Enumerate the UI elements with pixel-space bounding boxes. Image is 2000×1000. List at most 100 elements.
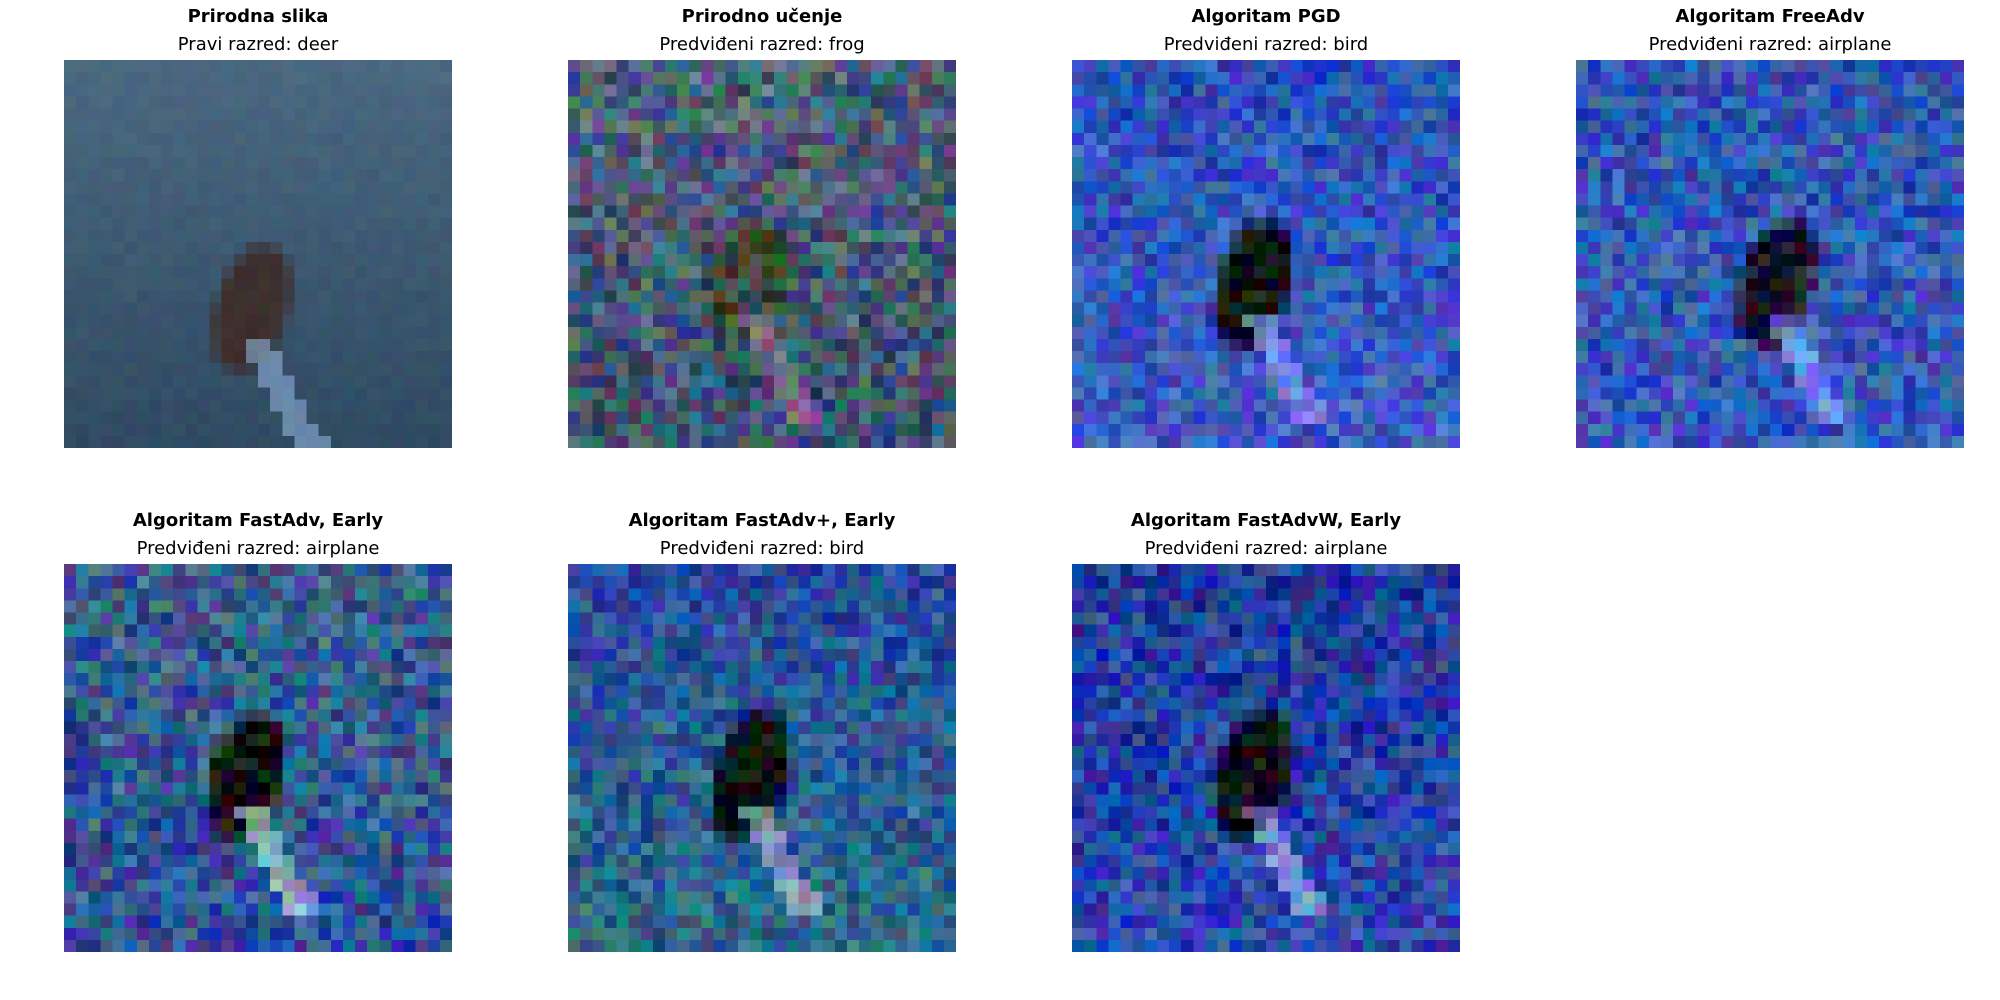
image-pixel bbox=[379, 697, 392, 710]
image-pixel bbox=[931, 338, 944, 351]
image-pixel bbox=[1326, 241, 1339, 254]
image-pixel bbox=[197, 84, 210, 97]
image-pixel bbox=[1818, 132, 1831, 145]
image-pixel bbox=[379, 157, 392, 170]
image-pixel bbox=[1915, 254, 1928, 267]
image-pixel bbox=[652, 84, 665, 97]
image-pixel bbox=[342, 387, 355, 400]
image-pixel bbox=[1818, 217, 1831, 230]
image-pixel bbox=[1915, 193, 1928, 206]
image-pixel bbox=[1144, 193, 1157, 206]
image-pixel bbox=[1217, 132, 1230, 145]
image-pixel bbox=[786, 363, 799, 376]
image-pixel bbox=[1132, 229, 1145, 242]
image-pixel bbox=[1266, 302, 1279, 315]
image-pixel bbox=[1290, 60, 1303, 73]
image-pixel bbox=[185, 181, 198, 194]
image-pixel bbox=[197, 375, 210, 388]
image-pixel bbox=[1806, 387, 1819, 400]
image-pixel bbox=[1169, 302, 1182, 315]
image-pixel bbox=[786, 181, 799, 194]
image-pixel bbox=[1697, 96, 1710, 109]
image-pixel bbox=[1181, 302, 1194, 315]
image-pixel bbox=[616, 241, 629, 254]
image-pixel bbox=[931, 278, 944, 291]
image-pixel bbox=[88, 338, 101, 351]
image-pixel bbox=[76, 782, 89, 795]
image-pixel bbox=[148, 120, 161, 133]
image-pixel bbox=[1229, 363, 1242, 376]
image-pixel bbox=[173, 169, 186, 182]
image-pixel bbox=[1084, 302, 1097, 315]
image-pixel bbox=[355, 435, 368, 448]
image-pixel bbox=[161, 673, 174, 686]
image-pixel bbox=[822, 423, 835, 436]
image-pixel bbox=[76, 564, 89, 577]
image-pixel bbox=[1903, 108, 1916, 121]
image-pixel bbox=[919, 193, 932, 206]
image-pixel bbox=[379, 278, 392, 291]
image-pixel bbox=[1636, 217, 1649, 230]
image-pixel bbox=[197, 879, 210, 892]
image-pixel bbox=[1600, 229, 1613, 242]
image-pixel bbox=[1253, 108, 1266, 121]
image-pixel bbox=[233, 144, 246, 157]
image-pixel bbox=[1181, 181, 1194, 194]
image-pixel bbox=[1576, 169, 1589, 182]
image-pixel bbox=[1673, 375, 1686, 388]
image-pixel bbox=[1612, 84, 1625, 97]
image-pixel bbox=[439, 96, 452, 109]
image-pixel bbox=[1144, 387, 1157, 400]
image-pixel bbox=[270, 157, 283, 170]
image-pixel bbox=[1842, 84, 1855, 97]
image-pixel bbox=[136, 891, 149, 904]
image-pixel bbox=[148, 624, 161, 637]
image-pixel bbox=[318, 229, 331, 242]
image-pixel bbox=[1266, 205, 1279, 218]
image-pixel bbox=[1217, 399, 1230, 412]
image-pixel bbox=[112, 794, 125, 807]
image-pixel bbox=[148, 60, 161, 73]
image-pixel bbox=[427, 290, 440, 303]
image-pixel bbox=[1709, 157, 1722, 170]
image-pixel bbox=[762, 157, 775, 170]
image-pixel bbox=[112, 770, 125, 783]
image-pixel bbox=[64, 636, 77, 649]
image-pixel bbox=[1588, 423, 1601, 436]
image-pixel bbox=[1600, 205, 1613, 218]
image-pixel bbox=[233, 612, 246, 625]
image-pixel bbox=[258, 673, 271, 686]
image-pixel bbox=[762, 314, 775, 327]
image-pixel bbox=[403, 661, 416, 674]
image-pixel bbox=[318, 314, 331, 327]
image-pixel bbox=[161, 588, 174, 601]
image-pixel bbox=[258, 132, 271, 145]
image-pixel bbox=[1770, 338, 1783, 351]
image-pixel bbox=[403, 685, 416, 698]
image-pixel bbox=[1721, 157, 1734, 170]
image-pixel bbox=[403, 842, 416, 855]
image-pixel bbox=[270, 351, 283, 364]
image-pixel bbox=[1697, 108, 1710, 121]
image-pixel bbox=[665, 278, 678, 291]
image-pixel bbox=[1806, 217, 1819, 230]
image-pixel bbox=[197, 411, 210, 424]
image-pixel bbox=[1854, 338, 1867, 351]
image-pixel bbox=[1891, 266, 1904, 279]
image-pixel bbox=[1181, 157, 1194, 170]
image-pixel bbox=[367, 423, 380, 436]
image-pixel bbox=[282, 855, 295, 868]
image-pixel bbox=[1636, 169, 1649, 182]
image-pixel bbox=[1278, 96, 1291, 109]
image-pixel bbox=[1576, 229, 1589, 242]
image-pixel bbox=[1205, 338, 1218, 351]
image-pixel bbox=[1096, 229, 1109, 242]
image-pixel bbox=[270, 181, 283, 194]
image-pixel bbox=[197, 157, 210, 170]
image-pixel bbox=[1132, 120, 1145, 133]
image-pixel bbox=[403, 867, 416, 880]
image-pixel bbox=[1709, 290, 1722, 303]
image-pixel bbox=[943, 363, 956, 376]
image-pixel bbox=[342, 375, 355, 388]
image-pixel bbox=[355, 399, 368, 412]
